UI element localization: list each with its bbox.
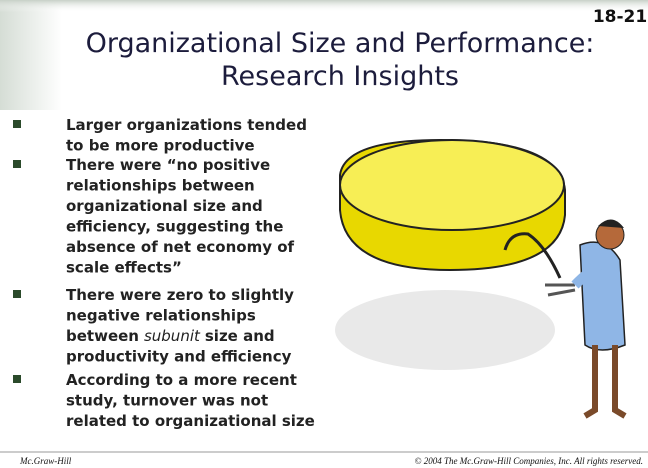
footer-left: Mc.Graw-Hill <box>19 456 72 466</box>
bullet-text: study, turnover was not <box>66 392 268 410</box>
bullet-list: Larger organizations tended to be more pr… <box>13 116 315 430</box>
illustration <box>335 138 627 419</box>
bullet-marker <box>13 375 21 383</box>
bullet-text: According to a more recent <box>66 371 297 389</box>
bullet-text: relationships between <box>66 177 255 195</box>
slide-number: 18-21 <box>593 7 647 27</box>
bullet-text: scale effects” <box>66 259 182 277</box>
bullet-text: absence of net economy of <box>66 238 295 256</box>
bullet-text: organizational size and <box>66 197 263 215</box>
bullet-text: to be more productive <box>66 137 255 155</box>
footer-right: © 2004 The Mc.Graw-Hill Companies, Inc. … <box>415 456 643 466</box>
title: Research Insights <box>221 61 459 92</box>
bullet-text: There were “no positive <box>66 156 270 174</box>
decor <box>0 0 62 110</box>
decor <box>0 0 648 12</box>
bullet-marker <box>13 290 21 298</box>
bullet-text: There were zero to slightly <box>66 286 294 304</box>
bullet-text: Larger organizations tended <box>66 116 307 134</box>
bullet-text: productivity and efficiency <box>66 348 292 366</box>
text-segment: size and <box>205 327 275 345</box>
text-segment: subunit <box>144 327 201 345</box>
title: Organizational Size and Performance: <box>86 28 595 59</box>
bullet-text: related to organizational size <box>66 412 315 430</box>
text-segment: between <box>66 327 139 345</box>
bullet-text: efficiency, suggesting the <box>66 218 283 236</box>
bullet-marker <box>13 160 21 168</box>
bullet-marker <box>13 120 21 128</box>
bullet-text: negative relationships <box>66 307 256 325</box>
bullet-text: between subunit size and <box>66 327 275 345</box>
